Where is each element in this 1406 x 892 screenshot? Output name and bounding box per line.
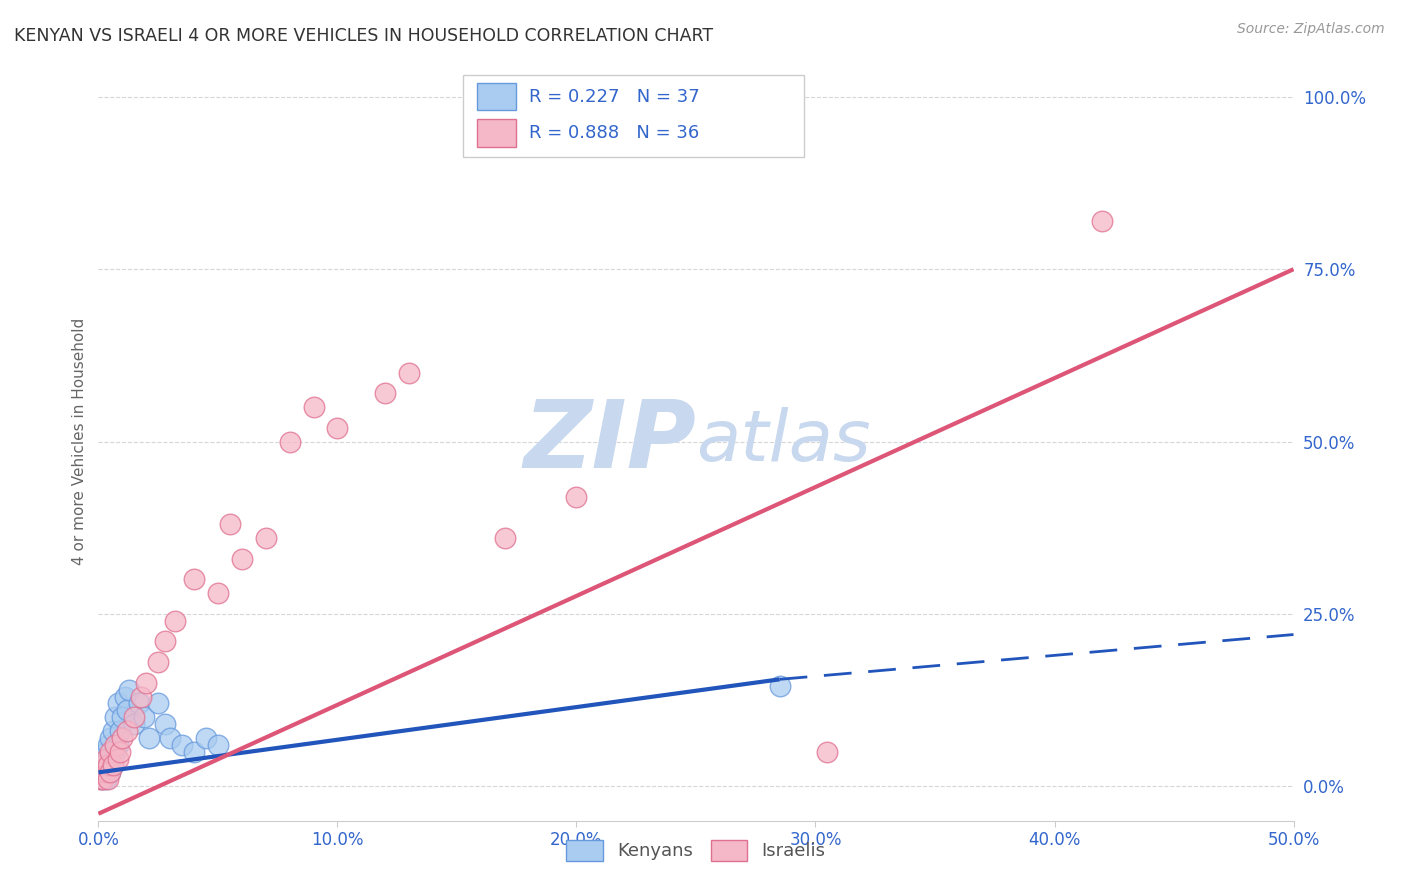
Text: R = 0.888   N = 36: R = 0.888 N = 36 <box>529 124 699 142</box>
Point <box>302 400 325 414</box>
Legend: Kenyans, Israelis: Kenyans, Israelis <box>567 840 825 861</box>
Point <box>104 745 127 759</box>
Point <box>114 690 136 704</box>
Point <box>128 697 150 711</box>
Point <box>90 772 112 787</box>
Point <box>97 751 120 765</box>
Point <box>148 655 170 669</box>
Point <box>115 703 138 717</box>
Point <box>107 697 129 711</box>
Point <box>326 421 349 435</box>
Point <box>107 738 129 752</box>
Point <box>94 765 117 780</box>
Point <box>111 710 134 724</box>
Point <box>183 573 205 587</box>
Point <box>91 758 114 772</box>
Point <box>398 366 420 380</box>
Point <box>195 731 218 745</box>
Point <box>98 745 122 759</box>
Point <box>254 531 277 545</box>
Point <box>97 758 120 772</box>
Point <box>101 724 124 739</box>
Point <box>115 724 138 739</box>
Point <box>231 551 253 566</box>
Point <box>90 765 112 780</box>
Point <box>91 772 114 787</box>
Point <box>91 765 114 780</box>
FancyBboxPatch shape <box>477 83 516 111</box>
Point <box>98 765 122 780</box>
Point <box>90 765 112 780</box>
Y-axis label: 4 or more Vehicles in Household: 4 or more Vehicles in Household <box>72 318 87 566</box>
Point <box>131 690 153 704</box>
Point <box>172 738 194 752</box>
Point <box>97 758 120 772</box>
Text: ZIP: ZIP <box>523 395 696 488</box>
Text: R = 0.227   N = 37: R = 0.227 N = 37 <box>529 87 699 105</box>
Point <box>183 745 205 759</box>
Point <box>118 682 141 697</box>
Point <box>111 731 134 745</box>
Point <box>148 697 170 711</box>
Point <box>155 717 177 731</box>
Point <box>104 738 127 752</box>
Point <box>108 724 131 739</box>
Point <box>101 758 124 772</box>
Point <box>155 634 177 648</box>
Text: atlas: atlas <box>696 407 870 476</box>
Point <box>91 751 114 765</box>
Point <box>94 765 117 780</box>
Point <box>97 772 120 787</box>
Point <box>207 586 229 600</box>
Point <box>565 490 588 504</box>
Point <box>98 731 122 745</box>
Point <box>132 710 155 724</box>
Point <box>90 772 112 787</box>
Point <box>108 745 131 759</box>
Point <box>104 710 127 724</box>
Point <box>98 751 122 765</box>
Point <box>94 745 117 759</box>
Point <box>815 745 838 759</box>
Point <box>768 679 790 693</box>
Point <box>98 765 122 780</box>
Text: KENYAN VS ISRAELI 4 OR MORE VEHICLES IN HOUSEHOLD CORRELATION CHART: KENYAN VS ISRAELI 4 OR MORE VEHICLES IN … <box>14 27 713 45</box>
Point <box>135 675 157 690</box>
Text: Source: ZipAtlas.com: Source: ZipAtlas.com <box>1237 22 1385 37</box>
Point <box>159 731 181 745</box>
Point <box>374 386 396 401</box>
FancyBboxPatch shape <box>477 120 516 146</box>
Point <box>91 758 114 772</box>
Point <box>138 731 160 745</box>
FancyBboxPatch shape <box>463 75 804 157</box>
Point <box>163 614 186 628</box>
Point <box>107 751 129 765</box>
Point <box>124 717 146 731</box>
Point <box>1091 214 1114 228</box>
Point <box>494 531 516 545</box>
Point <box>219 517 242 532</box>
Point <box>97 738 120 752</box>
Point <box>101 758 124 772</box>
Point <box>124 710 146 724</box>
Point <box>207 738 229 752</box>
Point <box>278 434 301 449</box>
Point <box>94 772 117 787</box>
Point <box>94 751 117 765</box>
